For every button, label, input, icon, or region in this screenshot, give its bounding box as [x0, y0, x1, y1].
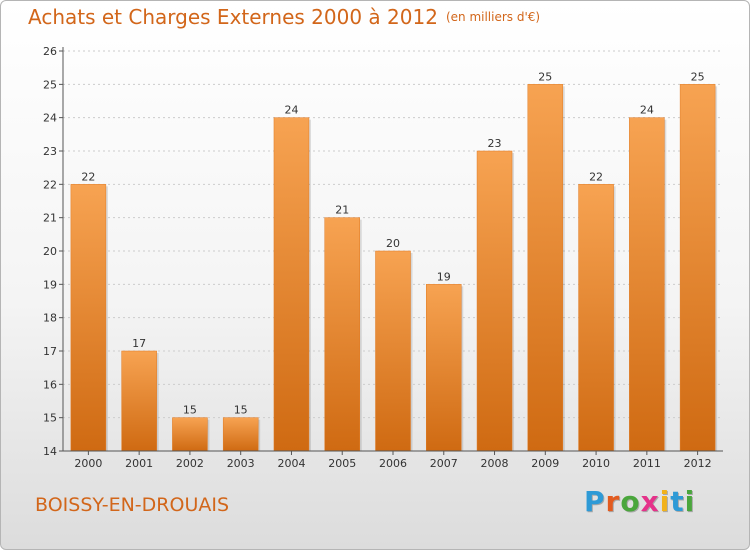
bar	[629, 117, 665, 452]
y-tick-label: 22	[43, 178, 57, 191]
bar	[172, 417, 208, 452]
x-tick-label: 2009	[531, 457, 559, 470]
bar	[70, 184, 107, 452]
x-tick-label: 2002	[176, 457, 204, 470]
logo-letter: x	[640, 485, 660, 518]
logo-letter: P	[584, 485, 606, 518]
data-label: 19	[437, 270, 451, 283]
chart-title-text: Achats et Charges Externes 2000 à 2012	[28, 5, 438, 29]
y-tick-label: 16	[43, 378, 57, 391]
chart-title: Achats et Charges Externes 2000 à 2012 (e…	[28, 5, 540, 29]
chart-unit: (en milliers d'€)	[445, 10, 541, 24]
x-tick-label: 2000	[74, 457, 102, 470]
bar	[273, 117, 310, 452]
y-tick-label: 14	[43, 445, 57, 458]
data-label: 23	[488, 137, 502, 150]
logo-letter: i	[684, 485, 696, 518]
y-tick-label: 24	[43, 112, 57, 125]
bars	[70, 84, 718, 452]
y-tick-label: 23	[43, 145, 57, 158]
y-tick-label: 20	[43, 245, 57, 258]
y-tick-label: 18	[43, 312, 57, 325]
y-tick-label: 15	[43, 412, 57, 425]
logo-letter: o	[620, 485, 641, 518]
labels: 14 15 16 17 18 19 20 21 22 23 24 25 26 22 2000 17 2001 15…	[43, 45, 712, 470]
x-tick-label: 2010	[582, 457, 610, 470]
data-label: 15	[183, 404, 197, 417]
bar	[679, 84, 716, 452]
axes	[59, 47, 723, 455]
x-tick-label: 2008	[481, 457, 509, 470]
y-tick-label: 17	[43, 345, 57, 358]
data-label: 24	[284, 104, 298, 117]
data-label: 20	[386, 237, 400, 250]
bar	[222, 417, 259, 452]
y-tick-label: 19	[43, 278, 57, 291]
y-tick-label: 21	[43, 212, 57, 225]
y-tick-label: 26	[43, 45, 57, 58]
x-tick-label: 2006	[379, 457, 407, 470]
logo-letter: t	[670, 485, 685, 518]
data-label: 21	[335, 204, 349, 217]
data-label: 24	[640, 104, 654, 117]
bar	[426, 284, 462, 452]
bar	[375, 250, 411, 452]
data-label: 25	[538, 70, 552, 83]
x-tick-label: 2005	[328, 457, 356, 470]
x-tick-label: 2001	[125, 457, 153, 470]
x-tick-label: 2004	[277, 457, 305, 470]
bar	[121, 350, 157, 452]
y-tick-label: 25	[43, 78, 57, 91]
data-label: 15	[234, 404, 248, 417]
bar	[527, 84, 564, 452]
data-label: 22	[81, 170, 95, 183]
logo-letter: i	[659, 485, 671, 518]
proxiti-logo: Proxiti	[584, 485, 695, 518]
x-tick-label: 2012	[684, 457, 712, 470]
bar	[476, 150, 513, 452]
commune-name: BOISSY-EN-DROUAIS	[35, 494, 230, 516]
bar	[324, 217, 360, 452]
data-label: 22	[589, 170, 603, 183]
x-tick-label: 2011	[633, 457, 661, 470]
logo-letter: r	[605, 485, 621, 518]
data-label: 17	[132, 337, 146, 350]
x-tick-label: 2007	[430, 457, 458, 470]
x-tick-label: 2003	[227, 457, 255, 470]
bar	[578, 184, 614, 452]
data-label: 25	[691, 70, 705, 83]
